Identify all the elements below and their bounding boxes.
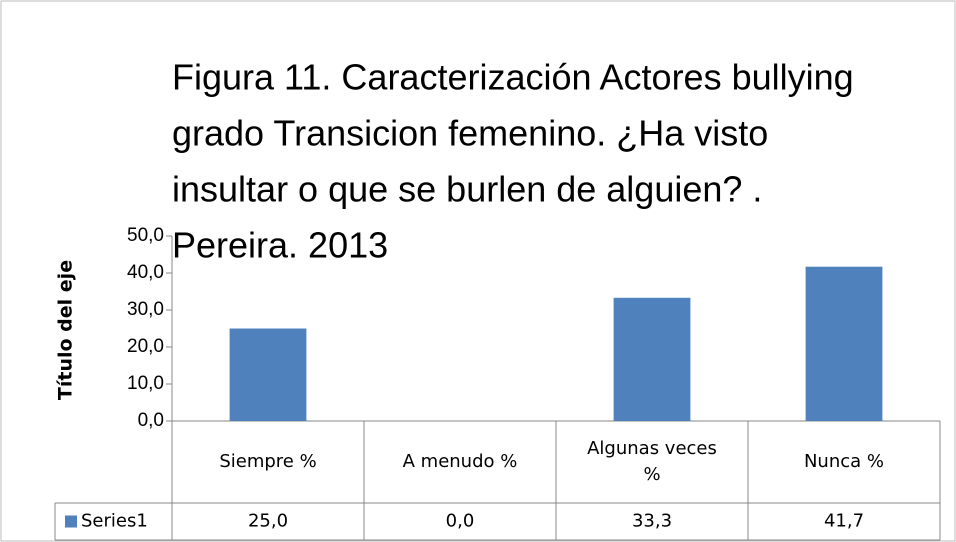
x-tick-label: A menudo %: [403, 451, 518, 472]
y-tick-label: 0,0: [138, 410, 164, 431]
y-tick-label: 40,0: [127, 262, 164, 283]
y-tick-label: 10,0: [127, 373, 164, 394]
bar: [229, 328, 307, 421]
y-tick-label: 20,0: [127, 336, 164, 357]
chart-title: grado Transicion femenino. ¿Ha visto: [172, 113, 768, 154]
chart-title: Pereira. 2013: [172, 225, 388, 266]
bar: [805, 266, 883, 421]
x-tick-label: %: [643, 464, 660, 485]
x-tick-label: Nunca %: [804, 451, 884, 472]
data-label: 0,0: [446, 511, 475, 532]
chart-title: Figura 11. Caracterización Actores bully…: [172, 57, 854, 98]
bar: [613, 297, 691, 421]
chart-title: insultar o que se burlen de alguien? .: [172, 169, 762, 210]
x-tick-label: Siempre %: [219, 451, 316, 472]
x-tick-label: Algunas veces: [587, 438, 717, 459]
data-label: 41,7: [824, 511, 864, 532]
legend-swatch: [65, 515, 77, 528]
y-axis-title: Título del eje: [55, 260, 77, 400]
data-label: 33,3: [632, 511, 672, 532]
legend-label: Series1: [81, 511, 148, 532]
y-tick-label: 30,0: [127, 299, 164, 320]
y-tick-label: 50,0: [127, 225, 164, 246]
data-label: 25,0: [248, 511, 288, 532]
